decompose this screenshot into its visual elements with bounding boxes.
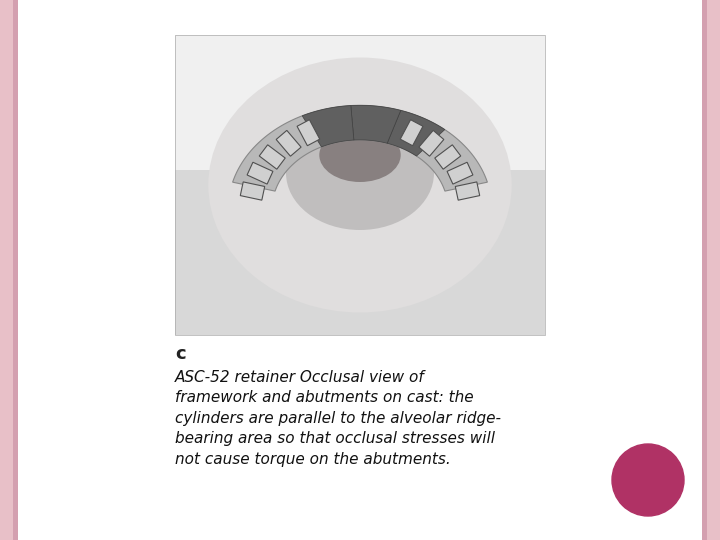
Polygon shape [240,182,265,200]
Polygon shape [387,110,445,156]
Text: c: c [175,345,186,363]
Polygon shape [302,106,354,147]
Text: ASC-52 retainer Occlusal view of
framework and abutments on cast: the
cylinders : ASC-52 retainer Occlusal view of framewo… [175,370,501,467]
Bar [702,0,707,540]
Polygon shape [400,120,423,146]
Ellipse shape [208,57,512,313]
Polygon shape [351,105,401,143]
Bar [13,0,18,540]
Polygon shape [419,130,444,156]
Bar [175,170,545,335]
Polygon shape [297,120,320,146]
Polygon shape [435,145,461,169]
Polygon shape [247,162,273,184]
Ellipse shape [319,128,401,182]
Bar [175,35,545,335]
Ellipse shape [286,116,434,230]
Polygon shape [447,162,473,184]
Bar [175,35,545,170]
Polygon shape [276,130,301,156]
Polygon shape [259,145,285,169]
Polygon shape [455,182,480,200]
Bar [175,35,545,335]
Bar [702,0,720,540]
Bar [0,0,18,540]
Polygon shape [233,105,487,191]
Circle shape [612,444,684,516]
